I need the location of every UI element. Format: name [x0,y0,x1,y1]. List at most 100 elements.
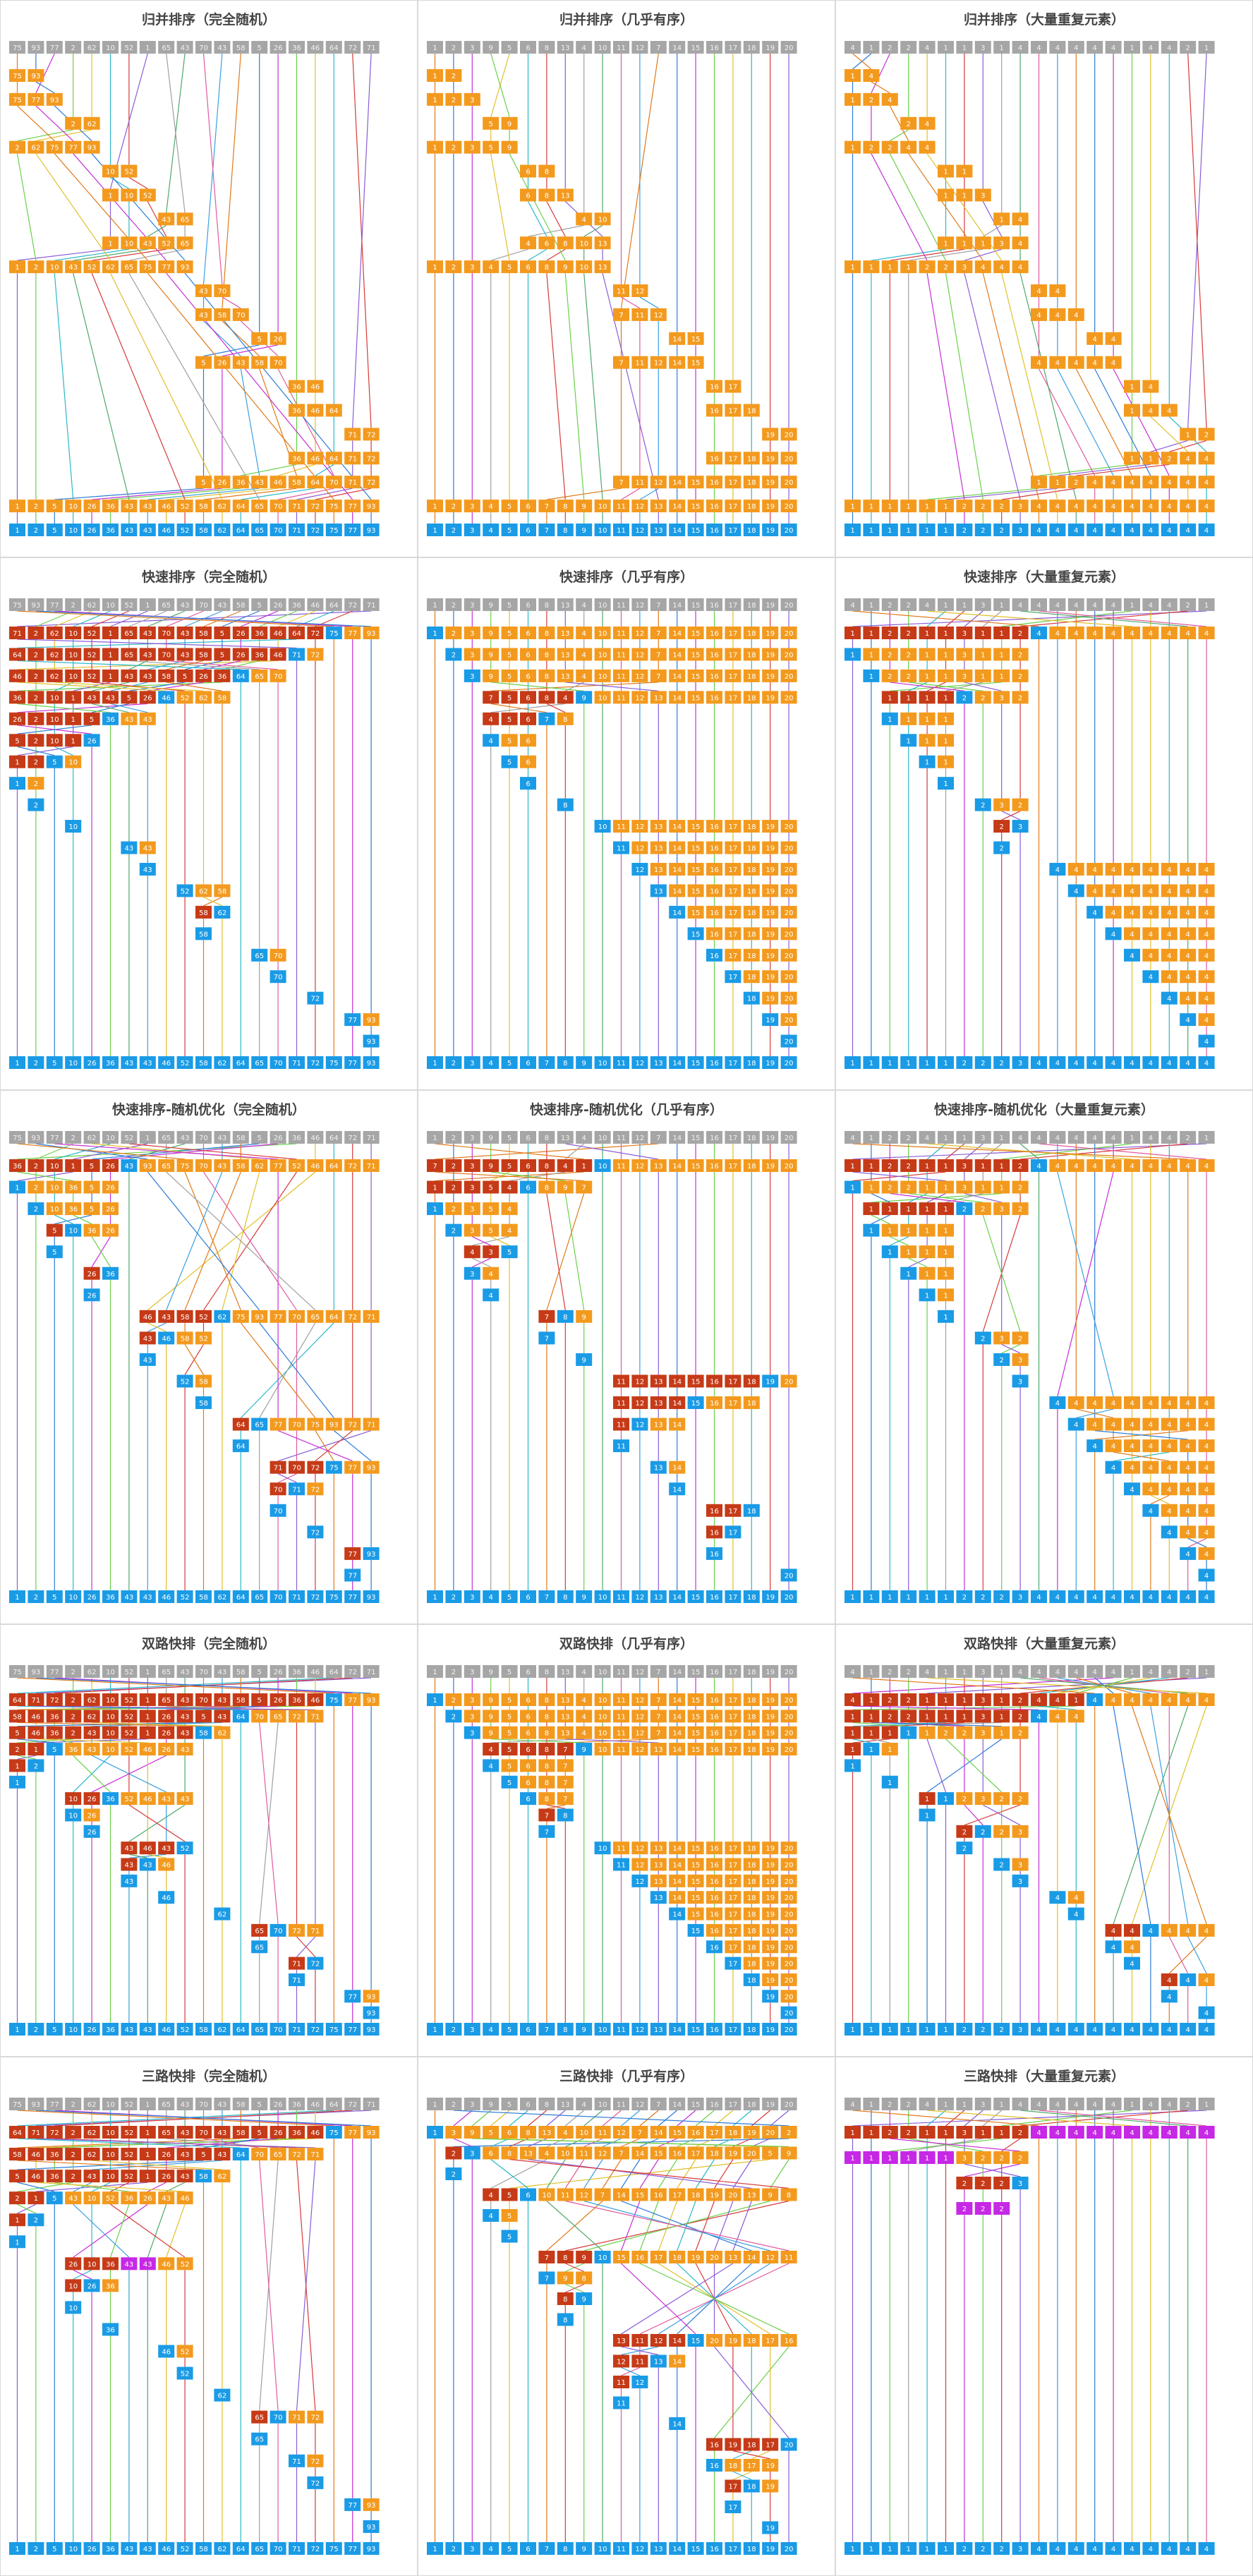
result-cell-label: 11 [617,2026,626,2034]
result-cell-label: 4 [1093,527,1097,535]
step-cell-label: 52 [199,1335,208,1343]
input-cell-label: 7 [656,44,660,52]
panel-border [835,1624,1253,2057]
input-cell [483,598,500,611]
step-cell [1012,236,1029,250]
step-cell [9,755,25,768]
step-cell-label: 10 [68,1812,78,1820]
step-cell-label: 17 [729,1894,738,1902]
step-cell-label: 17 [729,455,738,463]
step-cell-label: 11 [636,360,645,368]
step-cell-label: 13 [654,1465,663,1473]
step-cell-label: 1 [869,1206,873,1214]
step-cell [344,1013,361,1027]
step-cell-label: 14 [672,1163,682,1171]
step-cell-label: 1 [1186,431,1190,439]
step-cell [557,260,574,274]
step-cell [919,140,936,154]
step-cell [445,260,462,274]
step-cell [464,648,480,661]
step-cell [195,500,212,513]
step-cell [121,841,138,854]
step-cell-label: 12 [636,1379,645,1386]
step-cell [1161,452,1178,465]
step-cell-label: 13 [561,1730,570,1738]
step-cell [139,500,156,513]
result-cell-label: 4 [1111,1594,1115,1602]
step-cell-label: 70 [292,1422,301,1429]
step-cell [1124,380,1140,393]
trace-lines [434,611,789,1056]
step-cell-label: 70 [162,630,171,638]
step-cell-label: 46 [143,1845,152,1853]
step-cell-label: 4 [1204,2010,1209,2018]
step-cell-label: 1 [907,694,911,702]
result-cell-label: 2 [34,2026,38,2034]
step-cell-label: 4 [1074,630,1078,638]
step-cell-label: 62 [218,909,227,917]
step-cell-label: 12 [636,1422,645,1429]
step-cell [956,236,973,250]
step-cell-label: 10 [598,651,607,659]
result-cell-label: 4 [1186,1060,1190,1068]
step-cell [325,500,342,513]
step-cell-label: 4 [1074,1422,1078,1429]
input-cell [46,41,63,54]
step-cell-label: 20 [785,996,794,1003]
step-cell-label: 2 [1018,1163,1022,1171]
step-cell [28,798,44,811]
step-cell [83,712,100,725]
step-cell-label: 5 [201,479,205,487]
step-cell [65,500,82,513]
result-cell [214,524,231,536]
step-cell-label: 13 [598,240,607,248]
step-cell-label: 9 [489,1163,493,1171]
input-cell-label: 2 [888,1669,892,1676]
step-cell [576,236,593,250]
input-cell [613,598,629,611]
result-cell [1067,524,1084,536]
step-cell [325,627,342,639]
step-cell-label: 46 [143,1796,152,1803]
step-cell-label: 4 [1167,1465,1171,1473]
step-cell-label: 17 [729,1379,738,1386]
input-cell-label: 4 [1055,602,1060,610]
step-cell [9,92,25,106]
result-cell [251,524,268,536]
step-cell [762,500,779,513]
step-cell-label: 4 [1186,931,1190,938]
trace-line [128,610,167,627]
step-cell [576,648,593,661]
result-cell [1049,524,1066,536]
input-cell-label: 14 [672,1135,682,1142]
step-cell-label: 19 [765,651,775,659]
panel-title: 归并排序（几乎有序） [559,11,694,28]
step-cell-label: 36 [106,716,115,724]
step-cell [687,476,704,489]
step-cell [613,284,629,298]
input-cell [501,598,518,611]
trace-line [546,201,566,237]
step-cell-label: 1 [145,1713,150,1721]
input-cell [363,41,380,54]
step-cell-label: 4 [1204,1551,1209,1559]
step-cell [576,500,593,513]
input-cell [445,41,462,54]
step-cell [445,500,462,513]
result-cell-label: 12 [636,2026,645,2034]
step-cell-label: 4 [1036,503,1041,511]
step-cell-label: 4 [1186,479,1190,487]
step-cell-label: 16 [710,651,719,659]
step-cell-label: 71 [348,479,357,487]
step-cell-label: 1 [1055,479,1060,487]
step-cell-label: 10 [598,630,607,638]
trace-line [17,746,73,756]
step-cell-label: 3 [1018,1829,1022,1837]
step-cell-label: 13 [654,1746,663,1754]
step-cell-label: 20 [785,974,794,981]
step-cell-label: 46 [162,1862,171,1870]
step-cell [232,356,249,369]
step-cell-label: 26 [236,651,246,659]
step-cell-label: 20 [785,1163,794,1171]
step-cell-label: 46 [311,384,320,392]
